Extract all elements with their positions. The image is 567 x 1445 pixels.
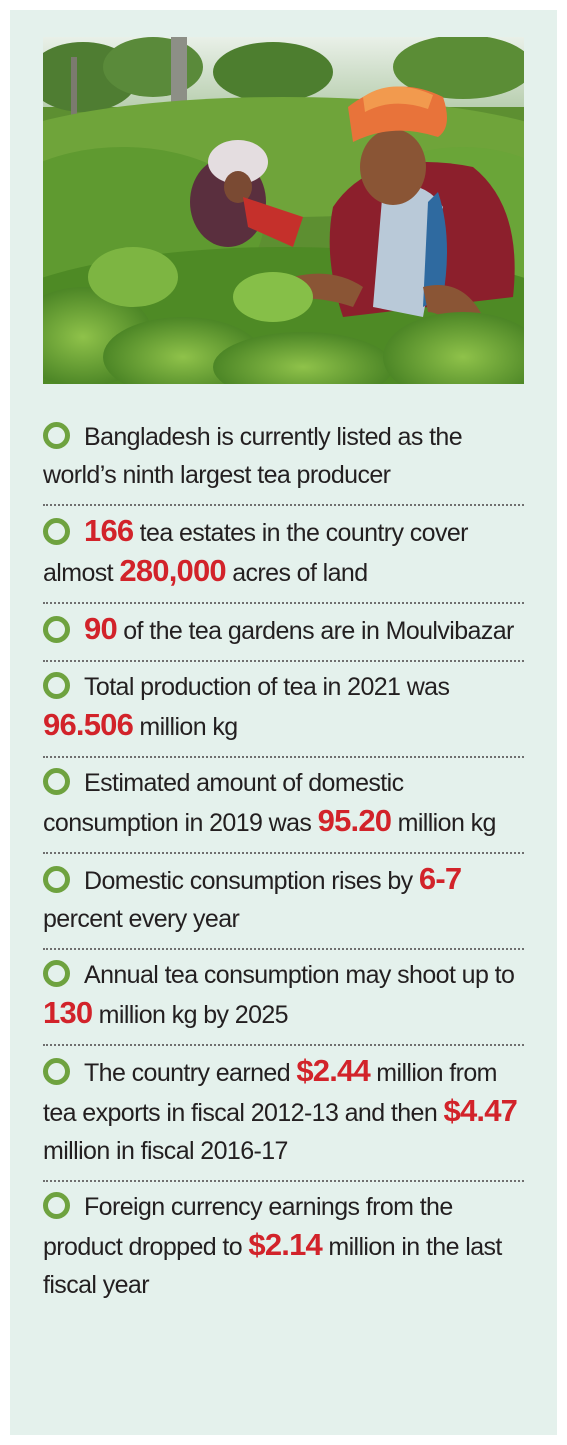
fact-item-8: The country earned $2.44 million from te…	[43, 1046, 524, 1182]
fact-text: Total production of tea in 2021 was	[84, 673, 450, 701]
fact-text: The country earned	[84, 1059, 297, 1087]
fact-highlight: 166	[84, 513, 134, 548]
circle-bullet-icon	[43, 960, 70, 987]
circle-bullet-icon	[43, 672, 70, 699]
facts-list: Bangladesh is currently listed as the wo…	[43, 412, 524, 1314]
fact-highlight: 130	[43, 995, 93, 1030]
fact-item-2: 166 tea estates in the country cover alm…	[43, 506, 524, 604]
fact-text: of the tea gardens are in Moulvibazar	[116, 617, 514, 645]
fact-item-7: Annual tea consumption may shoot up to 1…	[43, 950, 524, 1046]
circle-bullet-icon	[43, 866, 70, 893]
fact-text: million from tea exports in fiscal 2012-…	[43, 1059, 497, 1127]
fact-text: million in fiscal 2016-17	[43, 1137, 288, 1165]
fact-text: million kg	[391, 809, 497, 837]
tea-pickers-image	[43, 37, 524, 384]
circle-bullet-icon	[43, 422, 70, 449]
fact-highlight: $2.14	[248, 1227, 322, 1262]
fact-highlight: 6-7	[418, 861, 462, 896]
fact-item-9: Foreign currency earnings from the produ…	[43, 1182, 524, 1314]
circle-bullet-icon	[43, 768, 70, 795]
fact-item-1: Bangladesh is currently listed as the wo…	[43, 412, 524, 506]
fact-text: acres of land	[225, 559, 368, 587]
circle-bullet-icon	[43, 518, 70, 545]
fact-text: million in the last fiscal year	[43, 1233, 502, 1299]
circle-bullet-icon	[43, 1058, 70, 1085]
fact-text: million kg	[133, 713, 238, 741]
fact-text: Annual tea consumption may shoot up to	[84, 961, 515, 989]
fact-item-6: Domestic consumption rises by 6-7 percen…	[43, 854, 524, 950]
fact-highlight: 280,000	[119, 553, 226, 588]
fact-text: percent every year	[43, 905, 240, 933]
circle-bullet-icon	[43, 1192, 70, 1219]
fact-text: tea estates in the country cover almost	[43, 519, 468, 587]
tea-pickers-photo	[43, 37, 524, 384]
circle-bullet-icon	[43, 616, 70, 643]
infographic-panel: Bangladesh is currently listed as the wo…	[10, 10, 557, 1435]
fact-text: Domestic consumption rises by	[84, 867, 419, 895]
fact-item-4: Total production of tea in 2021 was 96.5…	[43, 662, 524, 758]
fact-text: million kg by 2025	[92, 1001, 289, 1029]
fact-text: Estimated amount of domestic consumption…	[43, 769, 404, 837]
fact-item-5: Estimated amount of domestic consumption…	[43, 758, 524, 854]
fact-highlight: 96.506	[43, 707, 134, 742]
fact-text: Bangladesh is currently listed as the wo…	[43, 423, 463, 489]
fact-text: Foreign currency earnings from the produ…	[43, 1193, 453, 1261]
fact-highlight: $2.44	[296, 1053, 370, 1088]
fact-highlight: 95.20	[317, 803, 392, 838]
fact-highlight: $4.47	[443, 1093, 518, 1128]
fact-highlight: 90	[84, 611, 118, 646]
fact-item-3: 90 of the tea gardens are in Moulvibazar	[43, 604, 524, 662]
